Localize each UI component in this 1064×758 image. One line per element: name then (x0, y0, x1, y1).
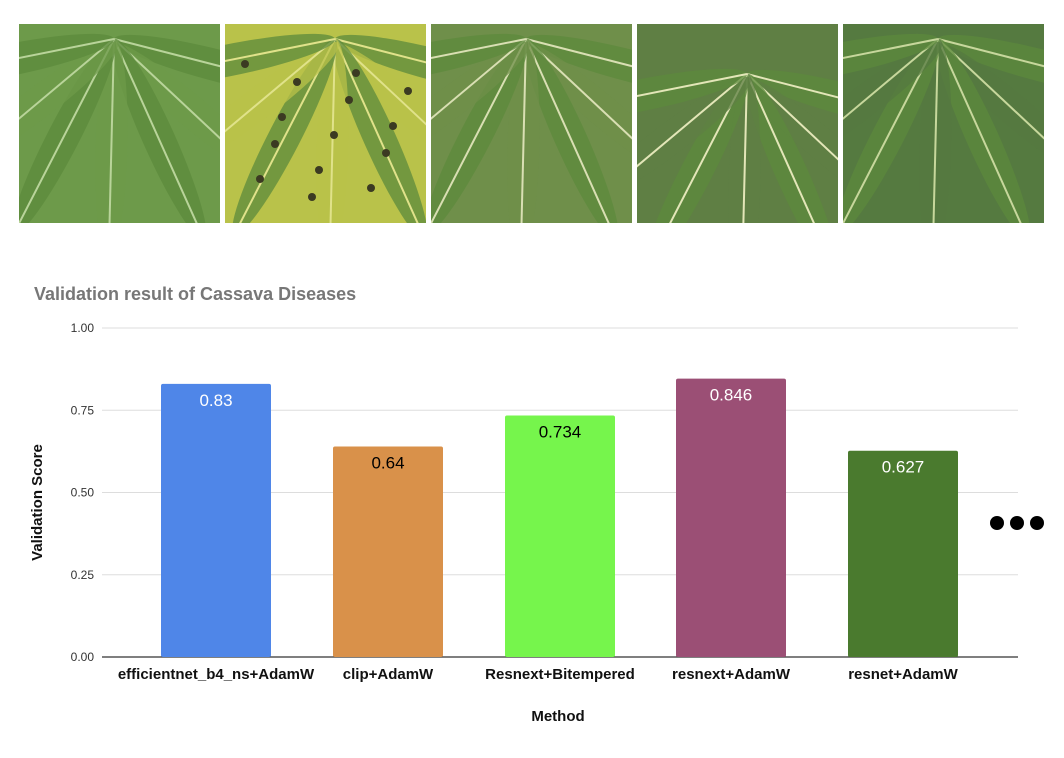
chart-title: Validation result of Cassava Diseases (34, 284, 357, 304)
x-tick-label: resnet+AdamW (848, 666, 958, 683)
more-results-ellipsis-icon (990, 512, 1050, 534)
bar (333, 446, 443, 657)
y-axis-title: Validation Score (29, 444, 46, 561)
x-tick-label: Resnext+Bitempered (485, 666, 635, 683)
bar (161, 383, 271, 657)
data-label: 0.627 (882, 458, 925, 477)
cassava-photo-strip (19, 24, 1044, 223)
data-label: 0.64 (371, 453, 404, 472)
bar (848, 450, 958, 657)
data-label: 0.83 (199, 391, 232, 410)
y-tick-label: 0.25 (71, 568, 95, 582)
mosaic-cassava-leaf-photo-1 (431, 24, 632, 223)
y-tick-label: 0.00 (71, 650, 95, 664)
data-label: 0.734 (539, 423, 582, 442)
y-tick-label: 0.75 (71, 403, 95, 417)
x-tick-label: resnext+AdamW (672, 666, 791, 683)
y-tick-label: 0.50 (71, 486, 95, 500)
streaked-cassava-leaf-photo (843, 24, 1044, 223)
healthy-cassava-leaf-photo (19, 24, 220, 223)
x-axis-title: Method (531, 708, 584, 725)
x-tick-label: clip+AdamW (343, 666, 434, 683)
bar (676, 378, 786, 657)
mosaic-cassava-leaf-photo-2 (637, 24, 838, 223)
bar (505, 415, 615, 657)
y-tick-label: 1.00 (71, 321, 95, 335)
data-label: 0.846 (710, 386, 753, 405)
x-tick-label: efficientnet_b4_ns+AdamW (118, 666, 315, 683)
yellow-spotted-cassava-leaf-photo (225, 24, 426, 223)
